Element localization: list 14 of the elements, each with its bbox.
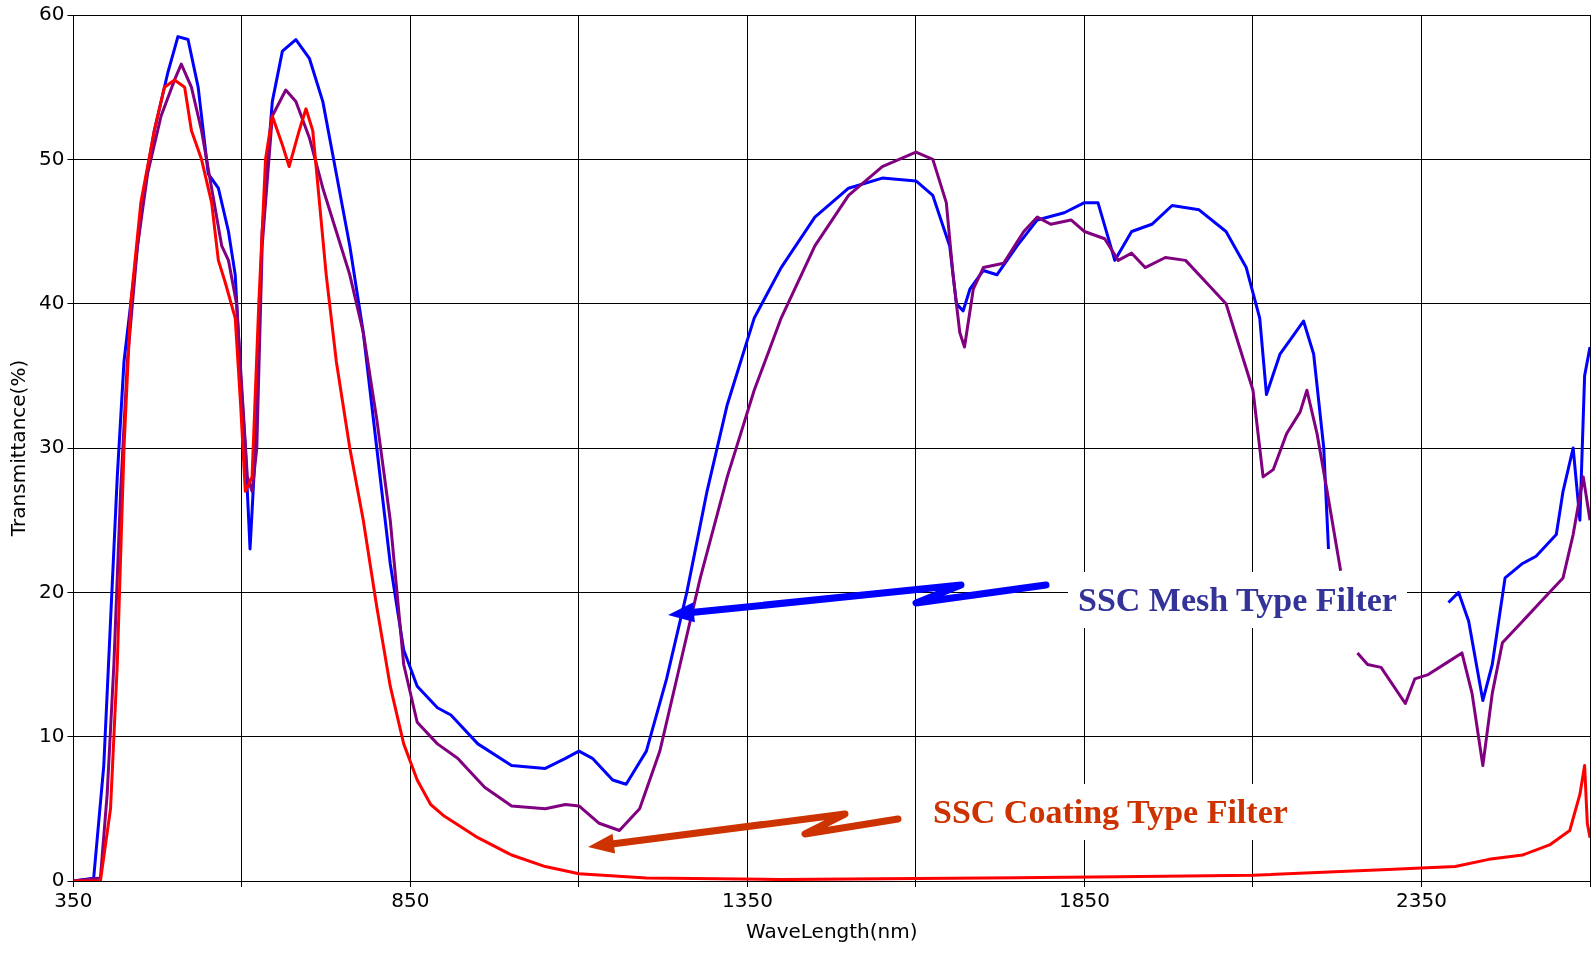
y-tick-label: 50 [39,145,65,170]
y-tick-label: 10 [39,722,65,747]
y-tick-label: 60 [39,1,65,26]
x-tick-label: 1350 [722,888,773,913]
annotation: SSC Coating Type Filter [923,784,1298,840]
y-tick-label: 40 [39,289,65,314]
x-tick-label: 2350 [1396,888,1447,913]
y-axis-title: Transmittance(%) [6,359,31,538]
y-tick-label: 30 [39,434,65,459]
x-tick-label: 1850 [1059,888,1110,913]
y-tick-label: 20 [39,578,65,603]
x-axis-title: WaveLength(nm) [745,919,918,944]
x-tick-label: 850 [391,888,430,913]
annotation: SSC Mesh Type Filter [1068,572,1407,628]
